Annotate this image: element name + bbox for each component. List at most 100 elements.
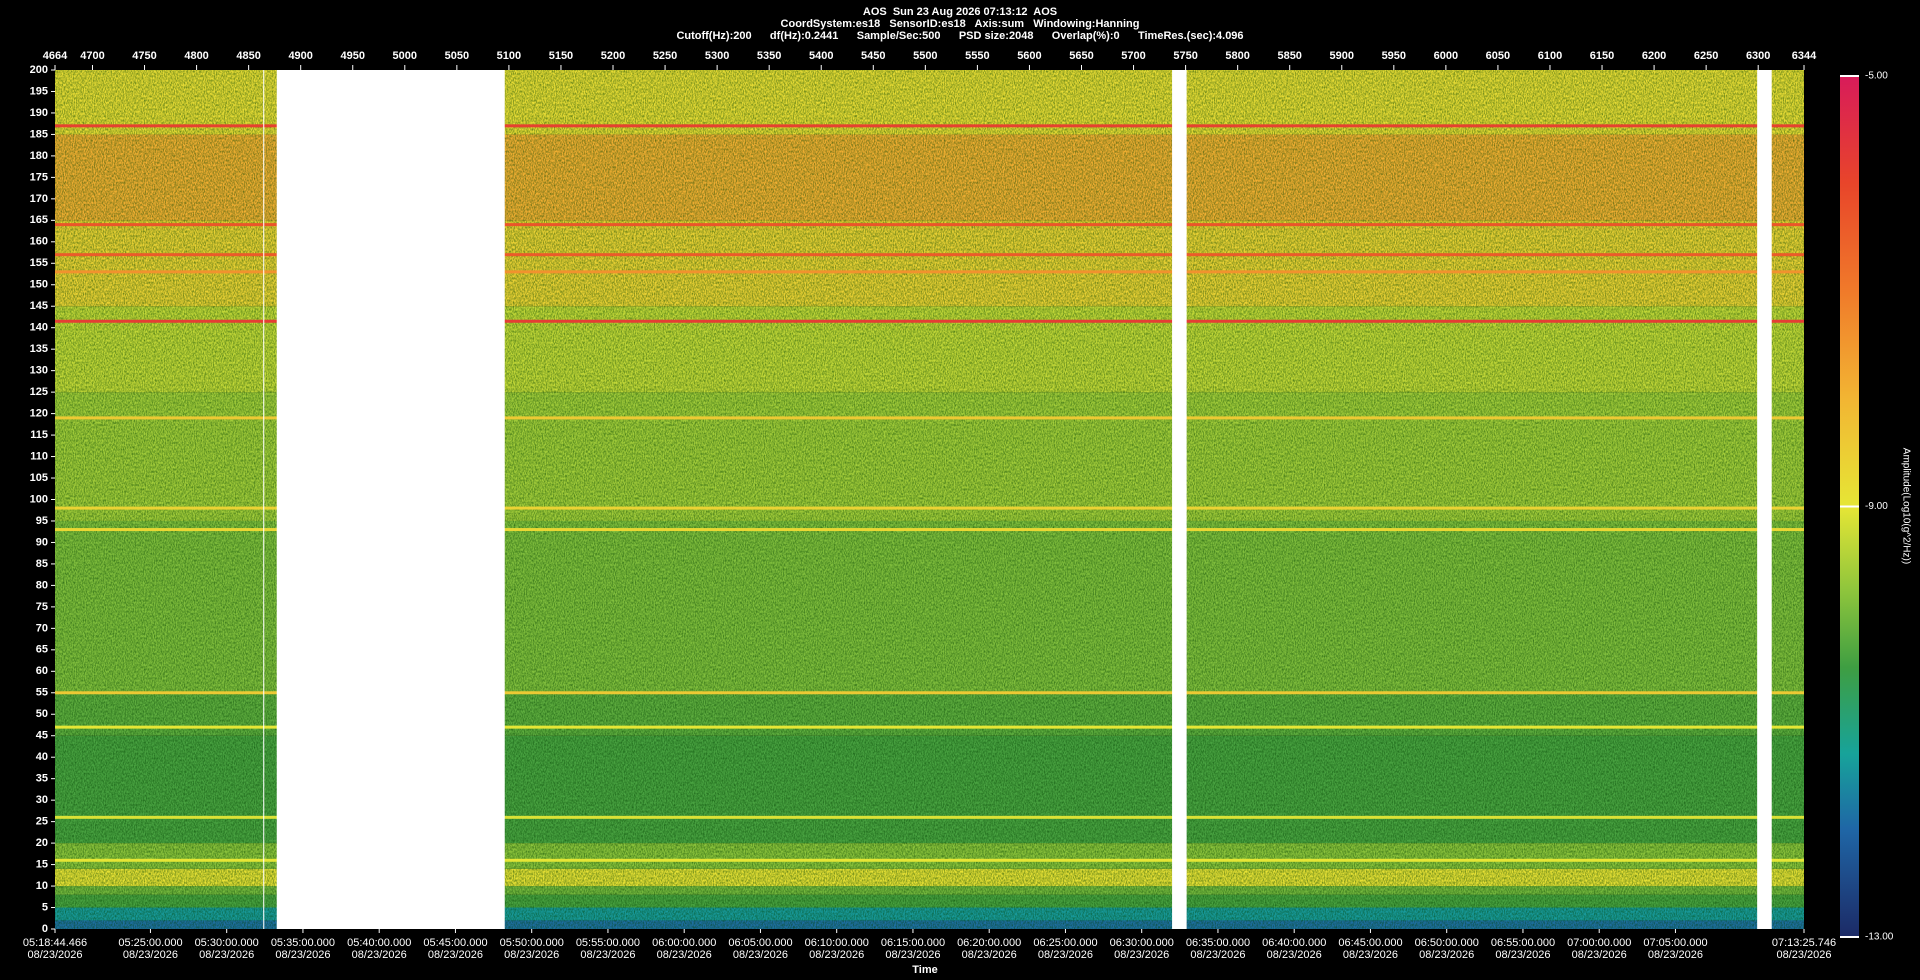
y-tick-label: 10 xyxy=(36,880,48,892)
x-tick-date: 08/23/2026 xyxy=(1114,949,1169,961)
top-x-tick-label: 5950 xyxy=(1382,50,1406,62)
y-tick-label: 95 xyxy=(36,515,48,527)
y-tick-label: 190 xyxy=(30,107,48,119)
top-x-tick-label: 4750 xyxy=(132,50,156,62)
y-tick-label: 115 xyxy=(30,429,48,441)
x-tick-date: 08/23/2026 xyxy=(1038,949,1093,961)
top-x-tick-label: 5400 xyxy=(809,50,833,62)
top-x-tick-label: 5650 xyxy=(1069,50,1093,62)
spectral-line xyxy=(55,858,1804,862)
x-tick-label: 05:35:00.000 xyxy=(271,937,335,949)
x-tick-date: 08/23/2026 xyxy=(27,949,82,961)
top-x-tick-label: 6000 xyxy=(1434,50,1458,62)
top-x-tick-label: 5150 xyxy=(549,50,573,62)
data-gap xyxy=(263,70,265,929)
x-tick-date: 08/23/2026 xyxy=(275,949,330,961)
y-tick-label: 145 xyxy=(30,300,48,312)
spectral-line xyxy=(55,253,1804,257)
chart-subtitle: CoordSystem:es18 SensorID:es18 Axis:sum … xyxy=(781,18,1140,30)
colorbar-tick-label: -5.00 xyxy=(1865,71,1888,82)
y-tick-label: 0 xyxy=(42,923,48,935)
x-tick-label: 06:05:00.000 xyxy=(728,937,792,949)
x-tick-date: 08/23/2026 xyxy=(1419,949,1474,961)
x-tick-label: 07:00:00.000 xyxy=(1567,937,1631,949)
top-x-tick-label: 4800 xyxy=(184,50,208,62)
spectral-line xyxy=(55,528,1804,532)
top-x-tick-label: 4664 xyxy=(43,50,68,62)
chart-info: Cutoff(Hz):200 df(Hz):0.2441 Sample/Sec:… xyxy=(676,30,1243,42)
spectral-line xyxy=(55,506,1804,510)
x-tick-date: 08/23/2026 xyxy=(352,949,407,961)
x-tick-label: 05:25:00.000 xyxy=(118,937,182,949)
top-x-tick-label: 5550 xyxy=(965,50,989,62)
y-tick-label: 50 xyxy=(36,708,48,720)
x-tick-label: 05:55:00.000 xyxy=(576,937,640,949)
top-x-tick-label: 5300 xyxy=(705,50,729,62)
y-tick-label: 75 xyxy=(36,601,48,613)
top-x-tick-label: 5600 xyxy=(1017,50,1041,62)
x-tick-label: 06:10:00.000 xyxy=(805,937,869,949)
x-tick-date: 08/23/2026 xyxy=(1190,949,1245,961)
x-tick-label: 06:30:00.000 xyxy=(1110,937,1174,949)
data-gap xyxy=(1757,70,1772,929)
x-tick-date: 08/23/2026 xyxy=(1267,949,1322,961)
y-tick-label: 80 xyxy=(36,579,48,591)
colorbar-tick-label: -13.00 xyxy=(1865,932,1894,943)
top-x-tick-label: 5800 xyxy=(1225,50,1249,62)
x-tick-date: 08/23/2026 xyxy=(1776,949,1831,961)
x-tick-date: 08/23/2026 xyxy=(1572,949,1627,961)
chart-title: AOS Sun 23 Aug 2026 07:13:12 AOS xyxy=(863,6,1057,18)
top-x-tick-label: 6250 xyxy=(1694,50,1718,62)
x-tick-date: 08/23/2026 xyxy=(428,949,483,961)
x-tick-label: 06:35:00.000 xyxy=(1186,937,1250,949)
x-tick-label: 06:40:00.000 xyxy=(1262,937,1326,949)
colorbar-tick-label: -9.00 xyxy=(1865,501,1888,512)
y-tick-label: 105 xyxy=(30,472,48,484)
top-x-tick-label: 6100 xyxy=(1538,50,1562,62)
y-tick-label: 85 xyxy=(36,558,48,570)
y-tick-label: 175 xyxy=(30,171,48,183)
y-tick-label: 30 xyxy=(36,794,48,806)
colorbar-label: Amplitude(Log10(g^2/Hz)) xyxy=(1900,448,1911,564)
y-tick-label: 45 xyxy=(36,730,48,742)
x-tick-label: 05:30:00.000 xyxy=(195,937,259,949)
spectral-line xyxy=(55,223,1804,227)
x-tick-date: 08/23/2026 xyxy=(657,949,712,961)
spectral-line xyxy=(55,725,1804,729)
y-tick-label: 120 xyxy=(30,408,48,420)
x-tick-date: 08/23/2026 xyxy=(1343,949,1398,961)
top-x-tick-label: 5050 xyxy=(445,50,469,62)
y-tick-label: 25 xyxy=(36,816,48,828)
top-x-tick-label: 5450 xyxy=(861,50,885,62)
y-tick-label: 150 xyxy=(30,279,48,291)
x-tick-date: 08/23/2026 xyxy=(123,949,178,961)
top-x-tick-label: 5750 xyxy=(1173,50,1197,62)
top-x-tick-label: 5350 xyxy=(757,50,781,62)
x-tick-label: 05:40:00.000 xyxy=(347,937,411,949)
y-tick-label: 110 xyxy=(30,450,48,462)
y-tick-label: 60 xyxy=(36,665,48,677)
top-x-tick-label: 4700 xyxy=(80,50,104,62)
top-x-tick-label: 5100 xyxy=(497,50,521,62)
y-tick-label: 65 xyxy=(36,644,48,656)
y-tick-label: 200 xyxy=(30,64,48,76)
x-tick-date: 08/23/2026 xyxy=(1648,949,1703,961)
top-x-tick-label: 5900 xyxy=(1330,50,1354,62)
x-tick-date: 08/23/2026 xyxy=(199,949,254,961)
data-gap xyxy=(1172,70,1187,929)
data-gap xyxy=(276,70,505,929)
y-tick-label: 125 xyxy=(30,386,48,398)
top-x-tick-label: 6300 xyxy=(1746,50,1770,62)
x-tick-date: 08/23/2026 xyxy=(885,949,940,961)
spectral-line xyxy=(55,815,1804,819)
x-tick-label: 06:50:00.000 xyxy=(1415,937,1479,949)
y-tick-label: 160 xyxy=(30,236,48,248)
y-tick-label: 170 xyxy=(30,193,48,205)
y-tick-label: 90 xyxy=(36,536,48,548)
x-tick-label: 06:20:00.000 xyxy=(957,937,1021,949)
top-x-tick-label: 6150 xyxy=(1590,50,1614,62)
top-x-tick-label: 4950 xyxy=(341,50,365,62)
y-tick-label: 15 xyxy=(36,858,48,870)
y-tick-label: 20 xyxy=(36,837,48,849)
